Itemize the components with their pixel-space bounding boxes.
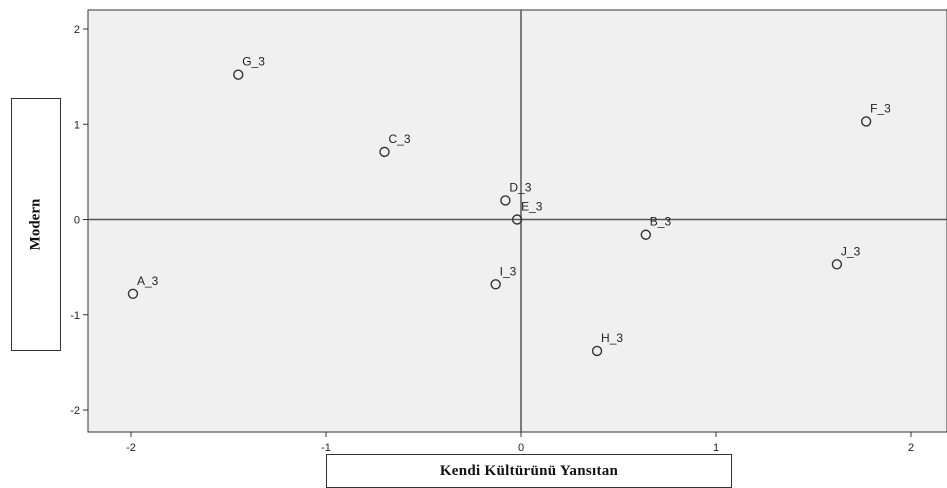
data-point	[511, 214, 523, 225]
point-label: A_3	[137, 274, 159, 288]
point-label: B_3	[650, 215, 672, 229]
point-label: E_3	[521, 200, 543, 214]
data-point	[233, 69, 244, 80]
x-ticks: -2 -1 0 1 2	[126, 432, 914, 454]
data-point	[640, 229, 651, 240]
data-point	[591, 345, 603, 357]
point-label: H_3	[601, 331, 623, 345]
point-label: D_3	[509, 180, 531, 194]
x-tick-label: 1	[713, 442, 719, 454]
y-tick-label: 2	[74, 24, 80, 36]
data-point	[127, 288, 139, 299]
data-point	[379, 146, 390, 158]
x-tick-label: -1	[321, 442, 331, 454]
y-tick-label: 0	[74, 215, 80, 227]
data-points: A_3 G_3 C_3 D_3 E_3 I_3 B_3 H_3 J_3 F_3	[127, 55, 891, 357]
x-axis-label: Kendi Kültürünü Yansıtan	[439, 462, 619, 479]
point-label: J_3	[841, 244, 861, 258]
point-label: G_3	[242, 55, 265, 69]
y-tick-label: -2	[70, 405, 80, 417]
data-point	[860, 116, 872, 127]
x-tick-label: -2	[126, 442, 136, 454]
point-label: C_3	[389, 132, 411, 146]
y-axis-label-box: Modern	[11, 98, 61, 351]
data-point	[831, 259, 843, 270]
point-label: F_3	[870, 101, 891, 115]
y-tick-label: 1	[74, 119, 80, 131]
data-point	[490, 279, 501, 290]
x-tick-label: 0	[518, 442, 524, 454]
x-tick-label: 2	[908, 442, 914, 454]
y-tick-label: -1	[70, 310, 80, 322]
y-axis-label: Modern	[27, 198, 44, 251]
plot-area	[87, 9, 947, 433]
data-point	[500, 195, 511, 206]
x-axis-label-box: Kendi Kültürünü Yansıtan	[326, 454, 732, 488]
point-label: I_3	[500, 264, 517, 278]
y-ticks: 2 1 0 -1 -2	[70, 24, 88, 417]
